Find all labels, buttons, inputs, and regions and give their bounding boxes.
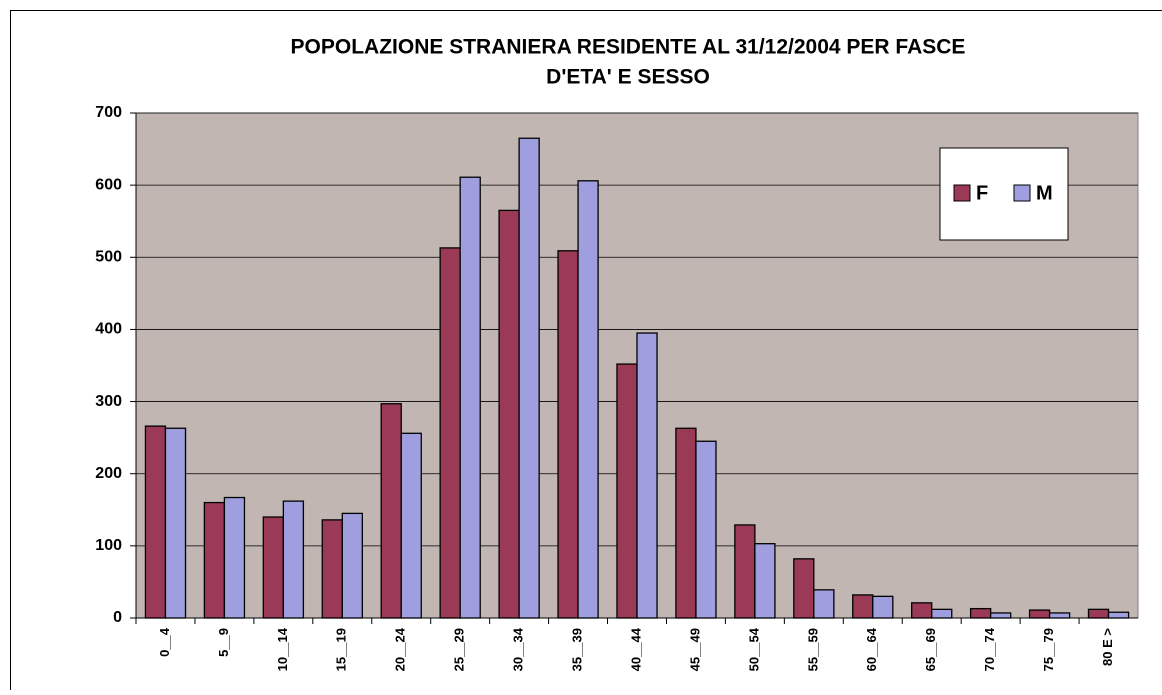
- x-tick-label: 60__64: [864, 627, 879, 671]
- legend-label: F: [976, 182, 988, 204]
- x-tick-label: 10__14: [275, 627, 290, 671]
- bar: [440, 248, 460, 618]
- bar: [165, 428, 185, 618]
- bar: [519, 138, 539, 618]
- bar: [381, 404, 401, 618]
- y-tick-label: 200: [95, 465, 122, 482]
- y-tick-label: 700: [95, 104, 122, 121]
- chart-title: D'ETA' E SESSO: [546, 66, 710, 89]
- x-tick-label: 50__54: [746, 627, 761, 671]
- bar: [558, 251, 578, 618]
- bar: [676, 428, 696, 618]
- chart-title: POPOLAZIONE STRANIERA RESIDENTE AL 31/12…: [291, 36, 966, 59]
- bar: [204, 503, 224, 618]
- bar: [578, 181, 598, 618]
- bar: [932, 609, 952, 618]
- x-tick-label: 15__19: [334, 628, 349, 671]
- bar: [991, 613, 1011, 618]
- x-tick-label: 40__44: [628, 627, 643, 671]
- bar: [342, 513, 362, 618]
- bar: [755, 544, 775, 618]
- bar: [696, 441, 716, 618]
- bar: [735, 525, 755, 618]
- bar: [1088, 609, 1108, 618]
- bar: [145, 426, 165, 618]
- bar: [224, 498, 244, 618]
- legend-swatch: [1014, 185, 1030, 201]
- bar: [460, 177, 480, 618]
- y-tick-label: 400: [95, 321, 122, 338]
- bar: [637, 333, 657, 618]
- y-tick-label: 300: [95, 393, 122, 410]
- x-tick-label: 65__69: [923, 628, 938, 671]
- legend-label: M: [1036, 182, 1053, 204]
- bar: [283, 501, 303, 618]
- bar: [499, 210, 519, 618]
- x-tick-label: 20__24: [393, 627, 408, 671]
- legend-swatch: [954, 185, 970, 201]
- x-tick-label: 25__29: [452, 628, 467, 671]
- x-tick-label: 70__74: [982, 627, 997, 671]
- bar: [263, 517, 283, 618]
- y-tick-label: 100: [95, 537, 122, 554]
- x-tick-label: 45__49: [687, 628, 702, 671]
- y-tick-label: 500: [95, 249, 122, 266]
- x-tick-label: 80 E >: [1100, 628, 1115, 666]
- x-tick-label: 55__59: [805, 628, 820, 671]
- bar: [971, 609, 991, 618]
- bar: [322, 520, 342, 618]
- bar: [912, 603, 932, 618]
- x-tick-label: 0__4: [157, 627, 172, 657]
- bar: [814, 590, 834, 618]
- y-tick-label: 600: [95, 176, 122, 193]
- bar: [1030, 610, 1050, 618]
- bar: [1109, 612, 1129, 618]
- bar: [873, 596, 893, 618]
- bar: [794, 559, 814, 618]
- x-tick-label: 35__39: [569, 628, 584, 671]
- bar: [1050, 613, 1070, 618]
- bar: [401, 433, 421, 618]
- x-tick-label: 75__79: [1041, 628, 1056, 671]
- x-tick-label: 30__34: [511, 627, 526, 671]
- y-tick-label: 0: [113, 609, 122, 626]
- bar: [617, 364, 637, 618]
- x-tick-label: 5__9: [216, 628, 231, 657]
- bar: [853, 595, 873, 618]
